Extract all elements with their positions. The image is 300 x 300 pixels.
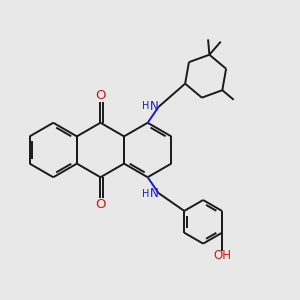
Text: N: N (150, 100, 158, 113)
Text: O: O (95, 88, 106, 101)
Text: OH: OH (213, 249, 231, 262)
Text: H: H (142, 101, 150, 111)
Text: H: H (142, 189, 150, 199)
Text: O: O (95, 199, 106, 212)
Text: N: N (150, 187, 158, 200)
